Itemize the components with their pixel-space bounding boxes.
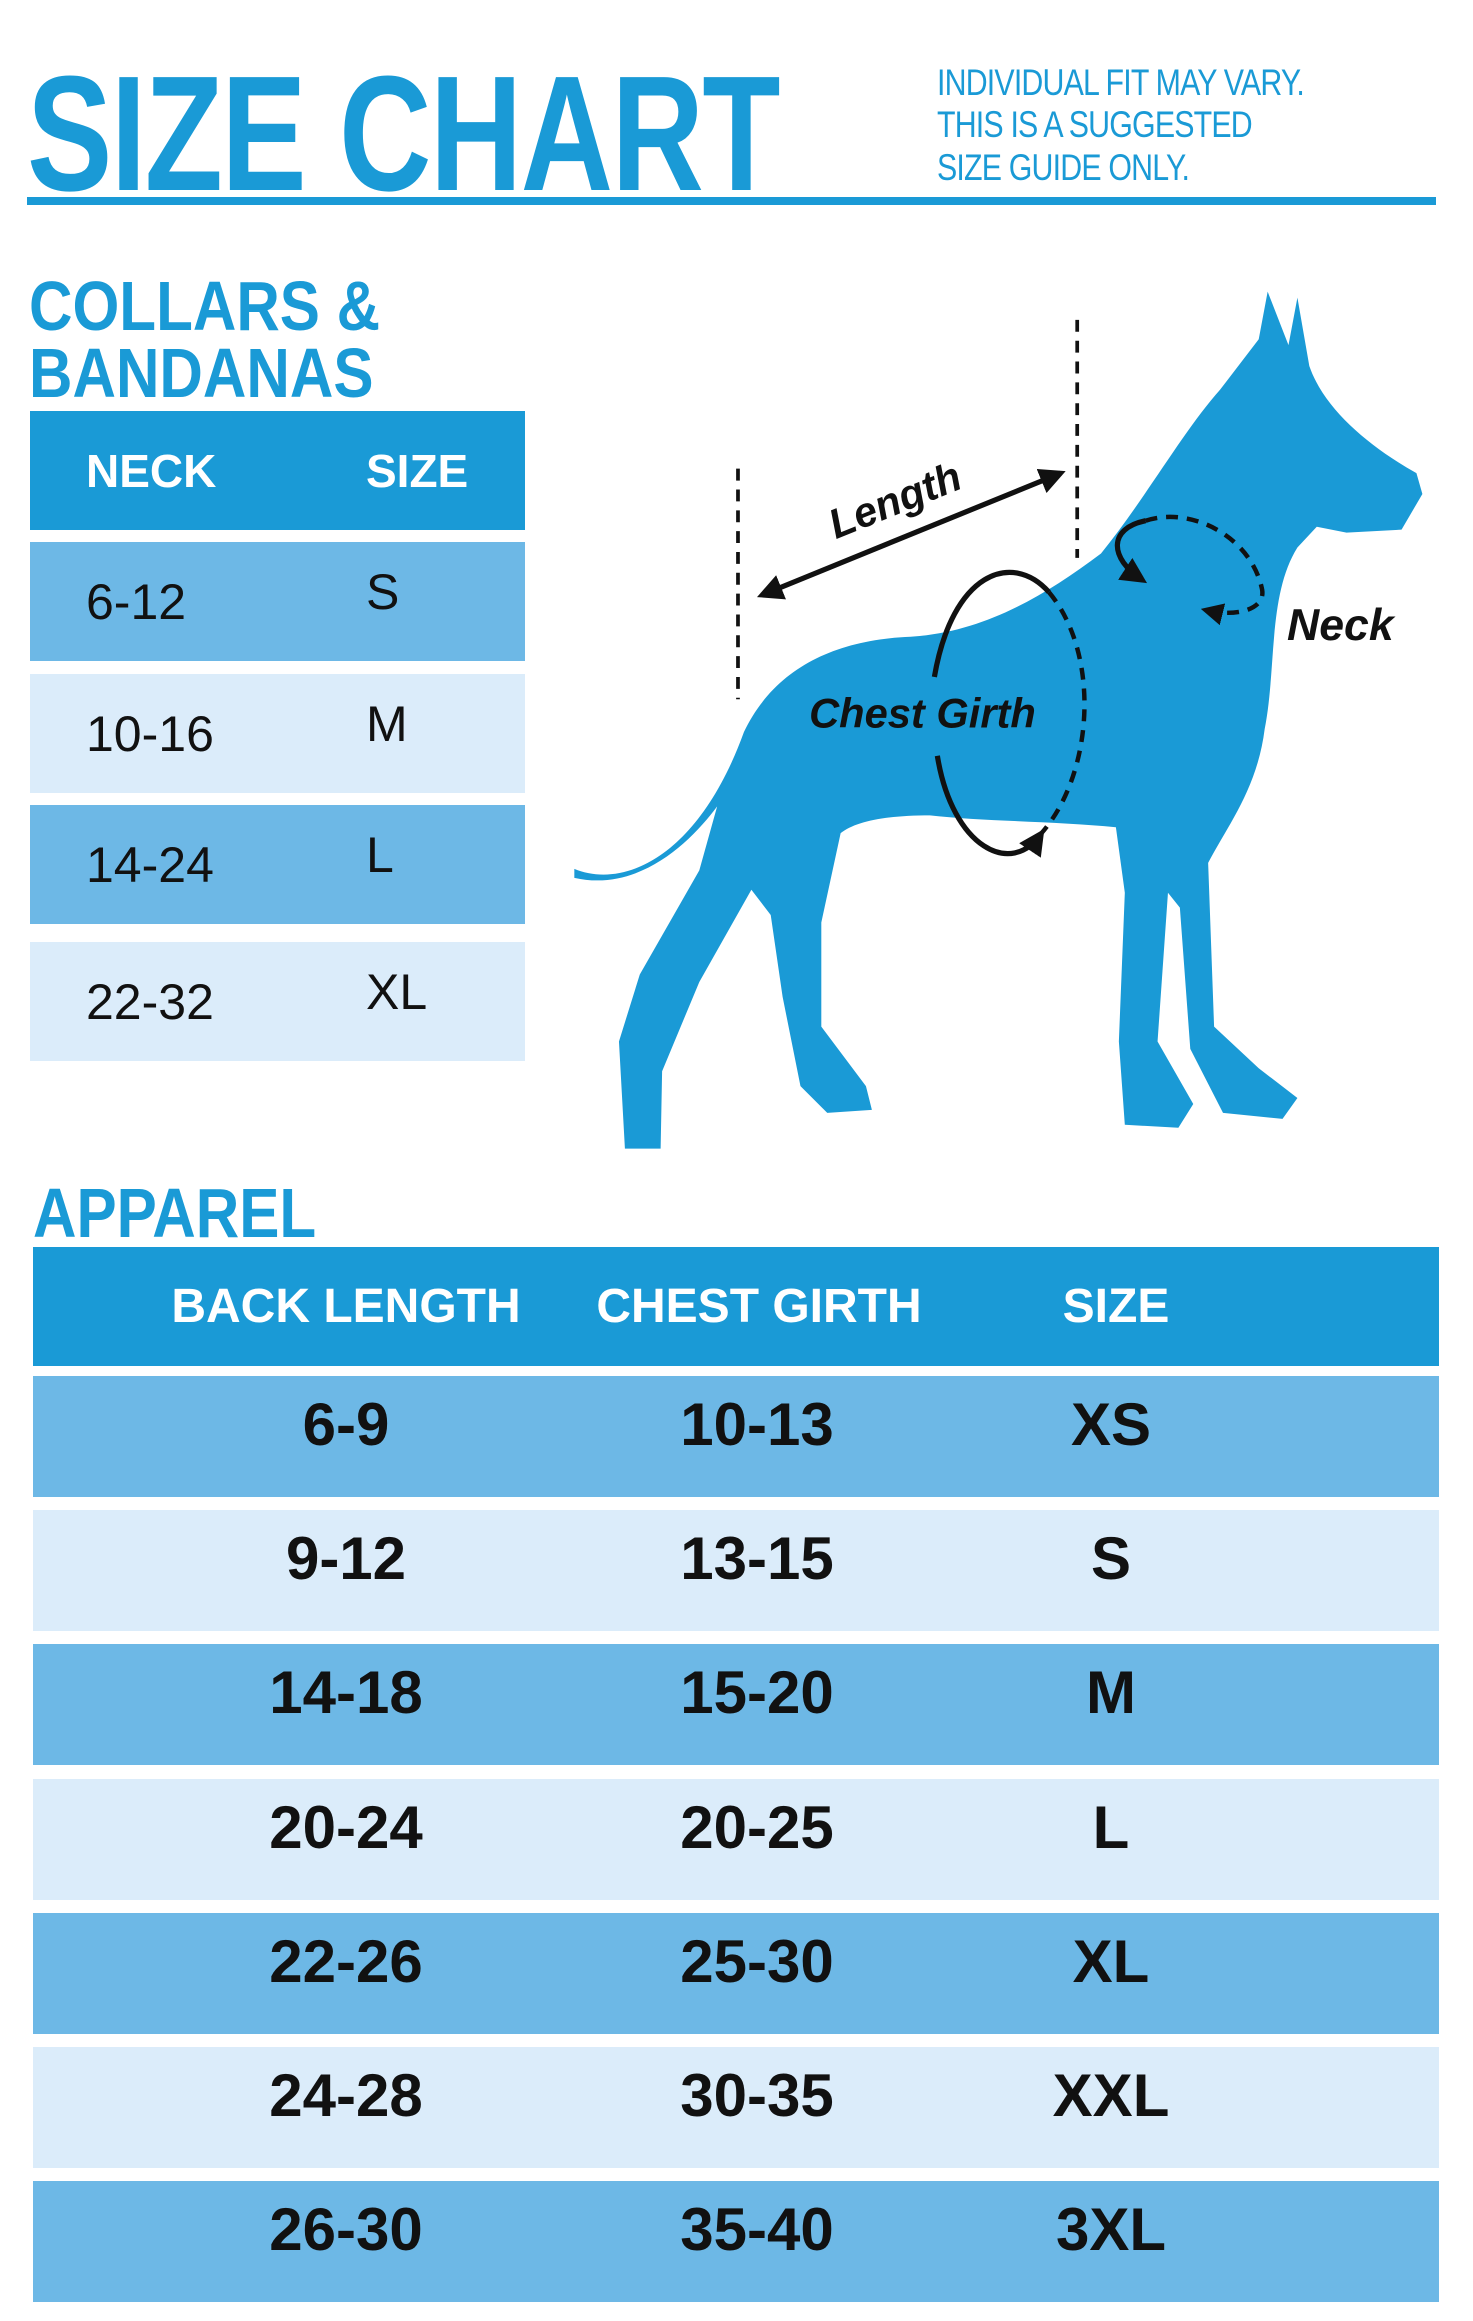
chest-girth-value: 13-15: [680, 1525, 834, 1593]
neck-solid-loop: [1114, 518, 1148, 584]
header-back-length: BACK LENGTH: [171, 1280, 521, 1333]
length-label: Length: [822, 452, 968, 548]
size-value: XS: [1070, 1391, 1152, 1458]
chest-girth-value: 30-35: [680, 2062, 834, 2129]
apparel-table-header: BACK LENGTH CHEST GIRTH SIZE: [33, 1247, 1439, 1366]
size-value: S: [1090, 1525, 1132, 1593]
chest-girth-value: 20-25: [680, 1793, 834, 1861]
size-value: L: [366, 826, 394, 883]
page-title: SIZE CHART: [27, 42, 780, 225]
apparel-table-row: 24-28 30-35 XXL: [33, 2047, 1439, 2168]
neck-value: 10-16: [86, 705, 214, 762]
title-underline: [27, 197, 1436, 205]
back-length-value: 9-12: [285, 1525, 407, 1593]
back-length-value: 6-9: [302, 1391, 390, 1458]
apparel-table-row: 9-12 13-15 S: [33, 1510, 1439, 1632]
collars-heading-line-2: BANDANAS: [29, 334, 374, 412]
size-value: XXL: [1052, 2062, 1170, 2129]
chest-girth-value: 25-30: [680, 1927, 834, 1995]
size-value: M: [1086, 1659, 1136, 1727]
collar-table-row: 22-32 XL: [30, 942, 525, 1061]
back-length-value: 24-28: [269, 2062, 423, 2129]
neck-value: 6-12: [86, 573, 187, 630]
chest-girth-value: 10-13: [680, 1391, 834, 1458]
back-length-value: 26-30: [269, 2196, 423, 2264]
disclaimer-line-2: THIS IS A SUGGESTED: [937, 104, 1253, 145]
header-size: SIZE: [366, 444, 469, 497]
size-value: XL: [1072, 1927, 1150, 1995]
size-value: M: [366, 695, 408, 752]
neck-value: 22-32: [86, 973, 214, 1030]
chest-girth-value: 35-40: [680, 2196, 834, 2264]
apparel-table-row: 26-30 35-40 3XL: [33, 2181, 1439, 2303]
neck-label: Neck: [1287, 601, 1396, 650]
neck-value: 14-24: [86, 836, 214, 893]
collars-heading-line-1: COLLARS &: [29, 267, 381, 345]
neck-dashed-loop: [1144, 514, 1265, 626]
size-value: L: [1092, 1793, 1130, 1861]
header-neck: NECK: [86, 444, 217, 497]
header-chest-girth: CHEST GIRTH: [596, 1280, 922, 1333]
apparel-heading: APPAREL: [33, 1174, 317, 1252]
size-value: XL: [366, 963, 428, 1020]
back-length-value: 14-18: [269, 1659, 423, 1727]
dog-silhouette-icon: [574, 291, 1423, 1149]
disclaimer-line-3: SIZE GUIDE ONLY.: [937, 147, 1190, 188]
collar-table-row: 6-12 S: [30, 542, 525, 661]
apparel-table-row: 14-18 15-20 M: [33, 1644, 1439, 1766]
collars-table-header: NECK SIZE: [30, 411, 525, 530]
chest-girth-label: Chest Girth: [809, 690, 1036, 737]
header-size: SIZE: [1062, 1280, 1170, 1333]
chest-girth-dashed-arc: [1039, 590, 1087, 835]
apparel-table-row: 6-9 10-13 XS: [33, 1376, 1439, 1497]
chest-girth-solid-arc: [931, 569, 1049, 853]
length-arrow: [756, 468, 1066, 600]
back-length-value: 20-24: [269, 1793, 423, 1861]
chest-girth-value: 15-20: [680, 1659, 834, 1727]
size-value: S: [366, 563, 400, 620]
disclaimer-line-1: INDIVIDUAL FIT MAY VARY.: [937, 62, 1305, 103]
size-value: 3XL: [1055, 2196, 1167, 2264]
collar-table-row: 10-16 M: [30, 674, 525, 793]
apparel-table-row: 20-24 20-25 L: [33, 1778, 1439, 1900]
back-length-value: 22-26: [269, 1927, 423, 1995]
apparel-table-row: 22-26 25-30 XL: [33, 1912, 1439, 2034]
collar-table-row: 14-24 L: [30, 805, 525, 924]
